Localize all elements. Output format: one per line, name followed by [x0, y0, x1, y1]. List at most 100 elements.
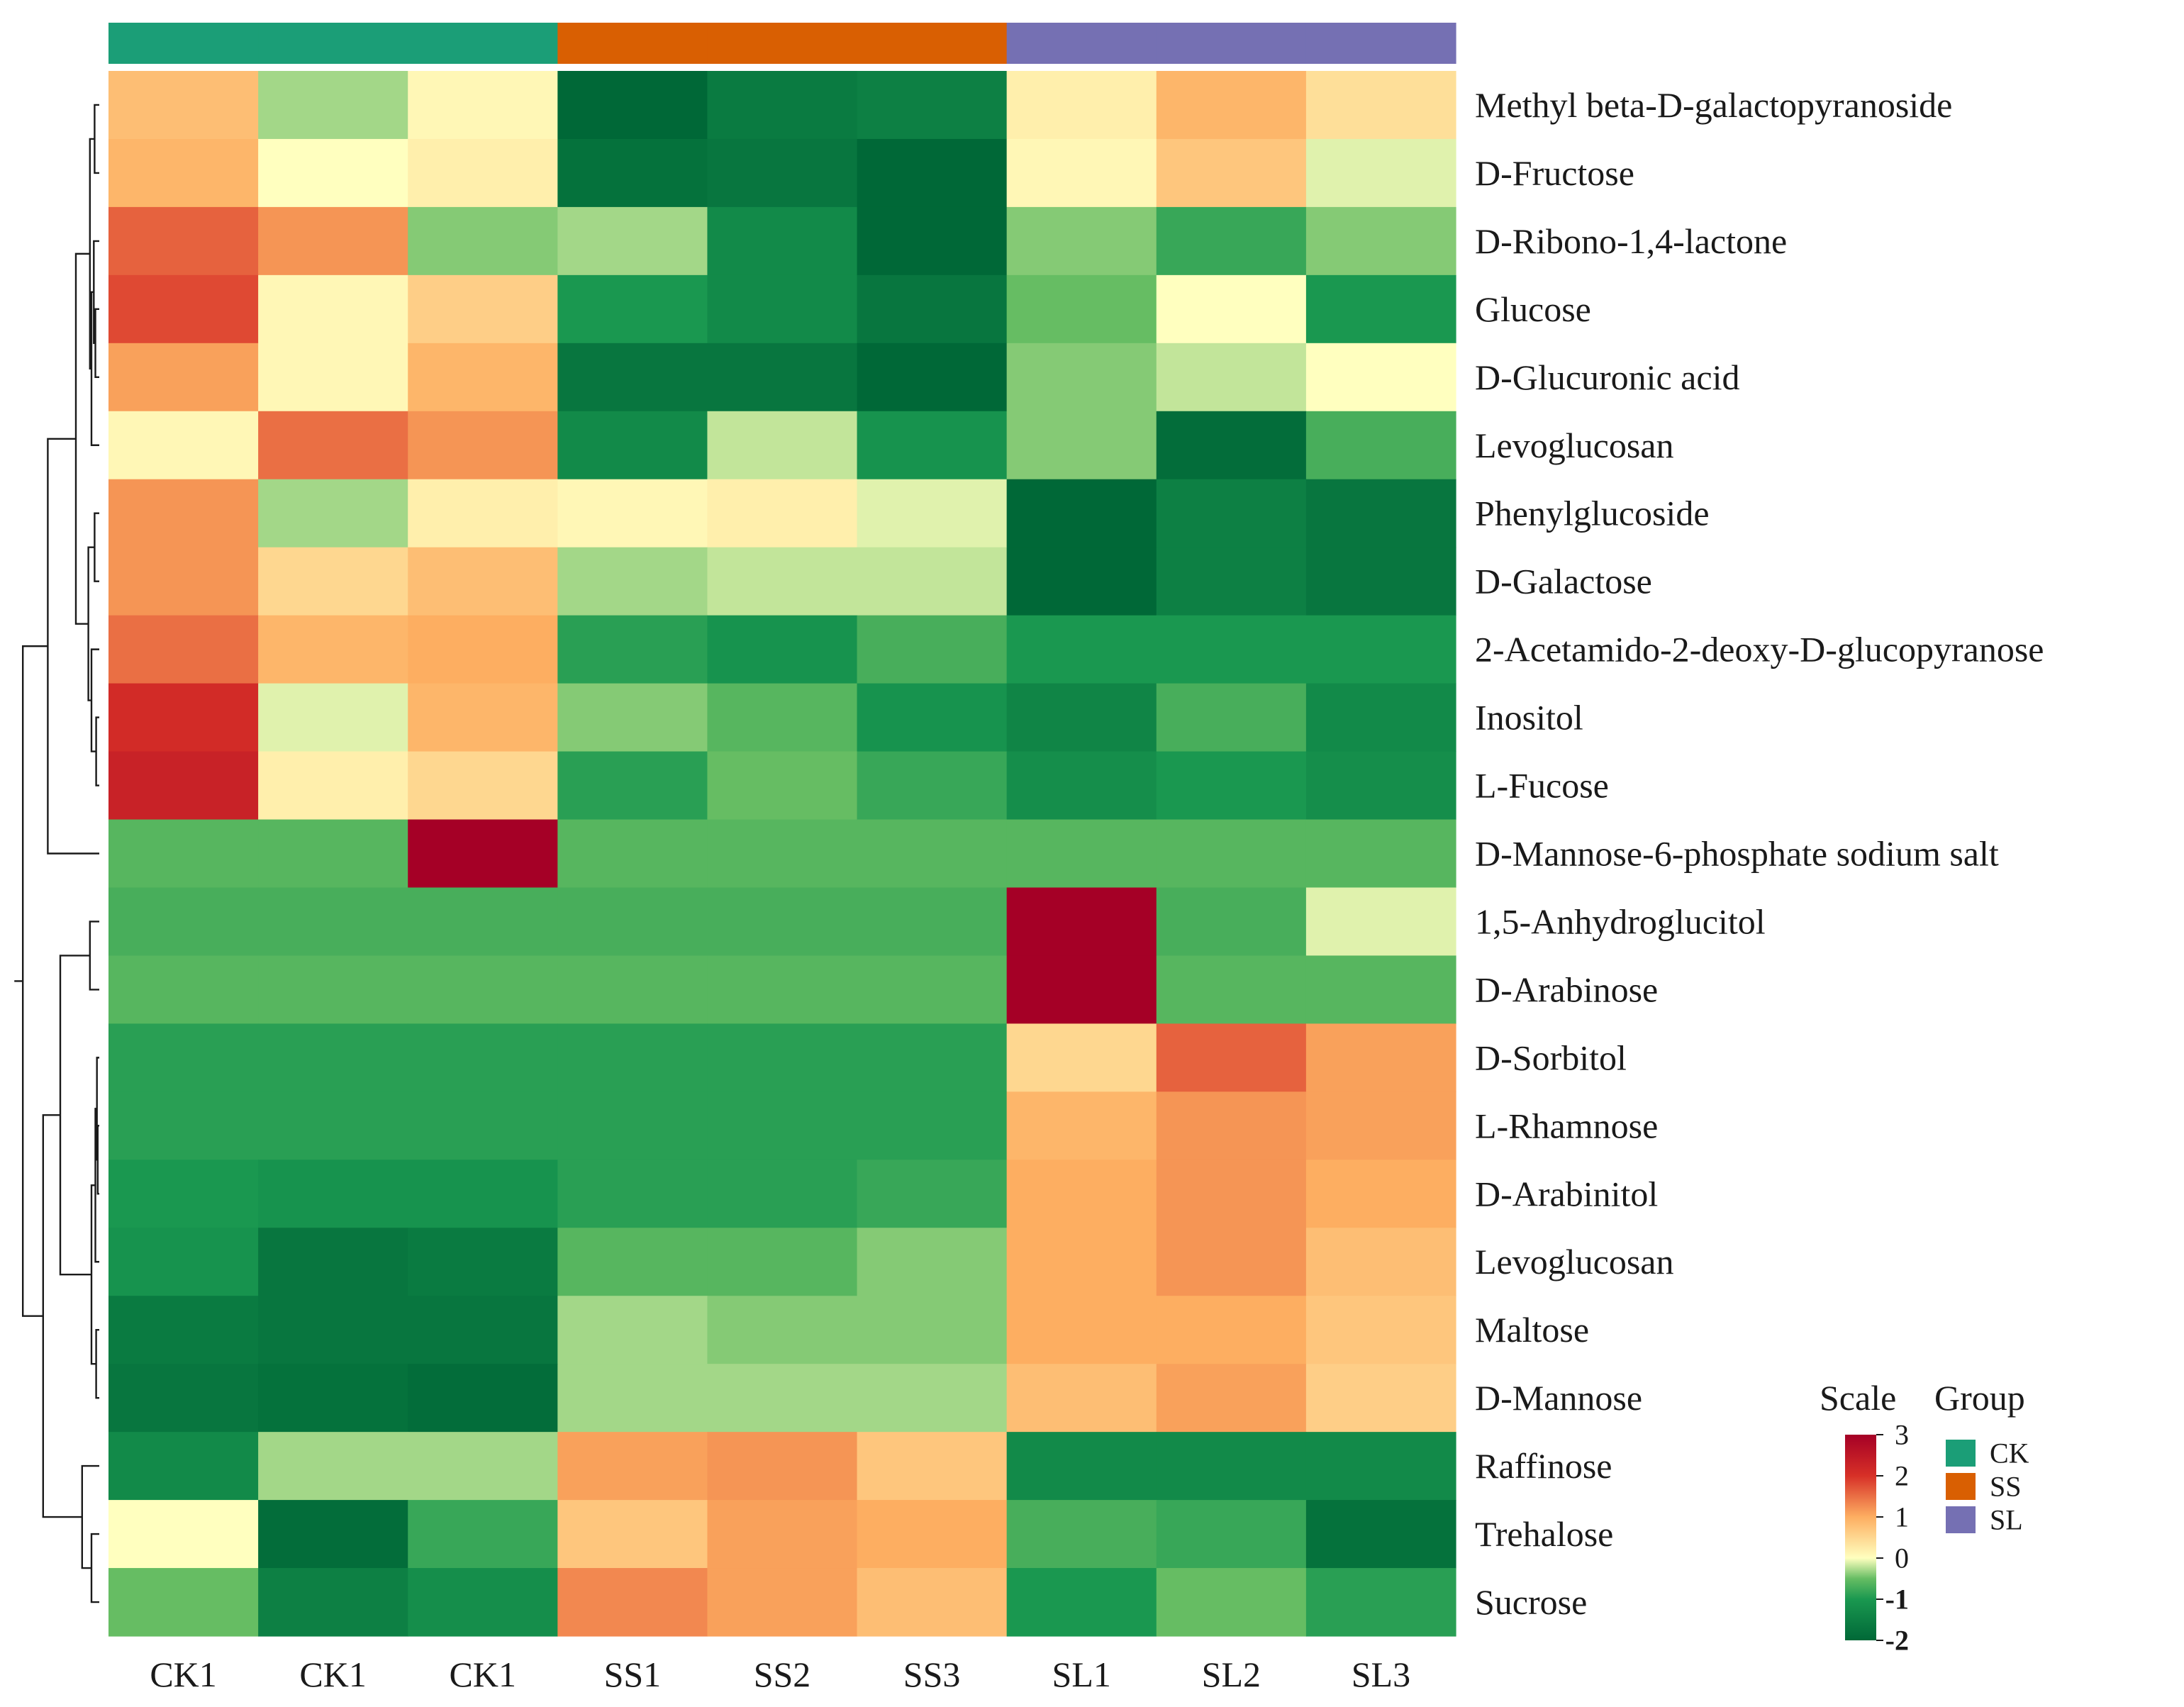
- heatmap-cell: [557, 1160, 708, 1228]
- row-label: L-Fucose: [1475, 766, 1609, 806]
- heatmap-cell: [1305, 206, 1456, 276]
- group-bar-segment: [1006, 23, 1157, 64]
- heatmap-cell: [258, 887, 408, 957]
- heatmap-cell: [258, 683, 408, 752]
- row-label: Phenylglucoside: [1475, 494, 1710, 533]
- row-label: 1,5-Anhydroglucitol: [1475, 901, 1766, 941]
- heatmap-cell: [1305, 819, 1456, 889]
- row-label: D-Sorbitol: [1475, 1038, 1627, 1077]
- heatmap-cell: [857, 1023, 1008, 1092]
- heatmap-cell: [557, 1432, 708, 1501]
- heatmap-cell: [1006, 751, 1157, 821]
- heatmap-cell: [1006, 343, 1157, 412]
- heatmap-cell: [408, 411, 558, 480]
- heatmap-cell: [1156, 1500, 1307, 1569]
- heatmap-cell: [557, 71, 708, 140]
- legend-tick-label: 0: [1895, 1542, 1909, 1574]
- heatmap-cell: [1006, 887, 1157, 957]
- dendrogram-branch: [94, 104, 99, 174]
- heatmap-cell: [408, 751, 558, 821]
- heatmap-cell: [1305, 343, 1456, 412]
- group-bar-segment: [857, 23, 1008, 64]
- heatmap-cell: [857, 547, 1008, 616]
- column-label: CK1: [450, 1655, 516, 1694]
- row-labels: Methyl beta-D-galactopyranoside D-Fructos…: [1475, 85, 2044, 1622]
- row-label: D-Mannose-6-phosphate sodium salt: [1475, 834, 1999, 874]
- heatmap-cell: [258, 1091, 408, 1160]
- heatmap-cell: [258, 1023, 408, 1092]
- heatmap-cell: [258, 1500, 408, 1569]
- heatmap-cell: [1006, 206, 1157, 276]
- heatmap-cell: [408, 1364, 558, 1433]
- heatmap-cell: [557, 547, 708, 616]
- heatmap-cell: [857, 206, 1008, 276]
- heatmap-cell: [557, 1023, 708, 1092]
- heatmap-cell: [1305, 1228, 1456, 1296]
- row-label: D-Mannose: [1475, 1378, 1642, 1418]
- heatmap-cell: [258, 547, 408, 616]
- dendrogram-branch: [90, 1533, 99, 1603]
- legend-scale-title: Scale: [1820, 1378, 1896, 1418]
- heatmap-cell: [108, 615, 259, 684]
- heatmap-cell: [857, 71, 1008, 140]
- heatmap-cell: [1006, 1091, 1157, 1160]
- dendrogram-branch: [95, 1329, 99, 1399]
- heatmap-cell: [408, 138, 558, 208]
- heatmap-cell: [1305, 683, 1456, 752]
- row-label: D-Glucuronic acid: [1475, 357, 1739, 397]
- legend-group-title: Group: [1934, 1378, 2025, 1418]
- heatmap-cell: [707, 479, 858, 548]
- dendrogram-branch: [89, 921, 99, 991]
- heatmap-cell: [258, 1568, 408, 1637]
- heatmap-cell: [408, 1568, 558, 1637]
- heatmap-cell: [1156, 411, 1307, 480]
- heatmap-cell: [707, 1432, 858, 1501]
- heatmap-cell: [1305, 479, 1456, 548]
- dendrogram-branch: [47, 438, 99, 855]
- heatmap-cell: [857, 411, 1008, 480]
- heatmap-cell: [258, 1160, 408, 1228]
- heatmap-cell: [258, 819, 408, 889]
- heatmap-cell: [258, 615, 408, 684]
- heatmap-cell: [1006, 1568, 1157, 1637]
- row-label: Methyl beta-D-galactopyranoside: [1475, 85, 1952, 125]
- heatmap-cell: [1006, 274, 1157, 344]
- row-label: D-Ribono-1,4-lactone: [1475, 221, 1787, 261]
- heatmap-cell: [707, 1228, 858, 1296]
- row-label: Glucose: [1475, 289, 1591, 329]
- row-label: 2-Acetamido-2-deoxy-D-glucopyranose: [1475, 630, 2044, 669]
- heatmap-cell: [408, 343, 558, 412]
- heatmap-cell: [857, 1160, 1008, 1228]
- heatmap-cell: [108, 1296, 259, 1364]
- row-label: Maltose: [1475, 1310, 1589, 1350]
- heatmap-cell: [707, 751, 858, 821]
- heatmap-cell: [1156, 751, 1307, 821]
- column-label: CK1: [299, 1655, 366, 1694]
- heatmap-cell: [707, 138, 858, 208]
- heatmap-cell: [707, 683, 858, 752]
- heatmap-cell: [258, 71, 408, 140]
- heatmap-cell: [258, 955, 408, 1024]
- heatmap-cell: [108, 1023, 259, 1092]
- heatmap-cell: [408, 547, 558, 616]
- heatmap-cell: [1305, 1296, 1456, 1364]
- heatmap-cell: [857, 683, 1008, 752]
- dendrogram-branch: [96, 1125, 99, 1195]
- dendrogram-branch: [93, 240, 99, 345]
- heatmap-cell: [857, 1364, 1008, 1433]
- heatmap-cell: [1006, 1228, 1157, 1296]
- legend-tick-label: 3: [1895, 1419, 1909, 1451]
- row-dendrogram: [14, 104, 99, 1603]
- legend-group-label: SL: [1990, 1504, 2023, 1536]
- heatmap-cell: [857, 819, 1008, 889]
- row-label: Levoglucosan: [1475, 1242, 1673, 1281]
- heatmap-cell: [1006, 547, 1157, 616]
- heatmap-cell: [707, 1364, 858, 1433]
- heatmap-cell: [258, 411, 408, 480]
- heatmap-cell: [857, 1432, 1008, 1501]
- heatmap-cell: [557, 751, 708, 821]
- row-label: Levoglucosan: [1475, 426, 1673, 465]
- heatmap-cell: [1006, 479, 1157, 548]
- heatmap-cell: [707, 955, 858, 1024]
